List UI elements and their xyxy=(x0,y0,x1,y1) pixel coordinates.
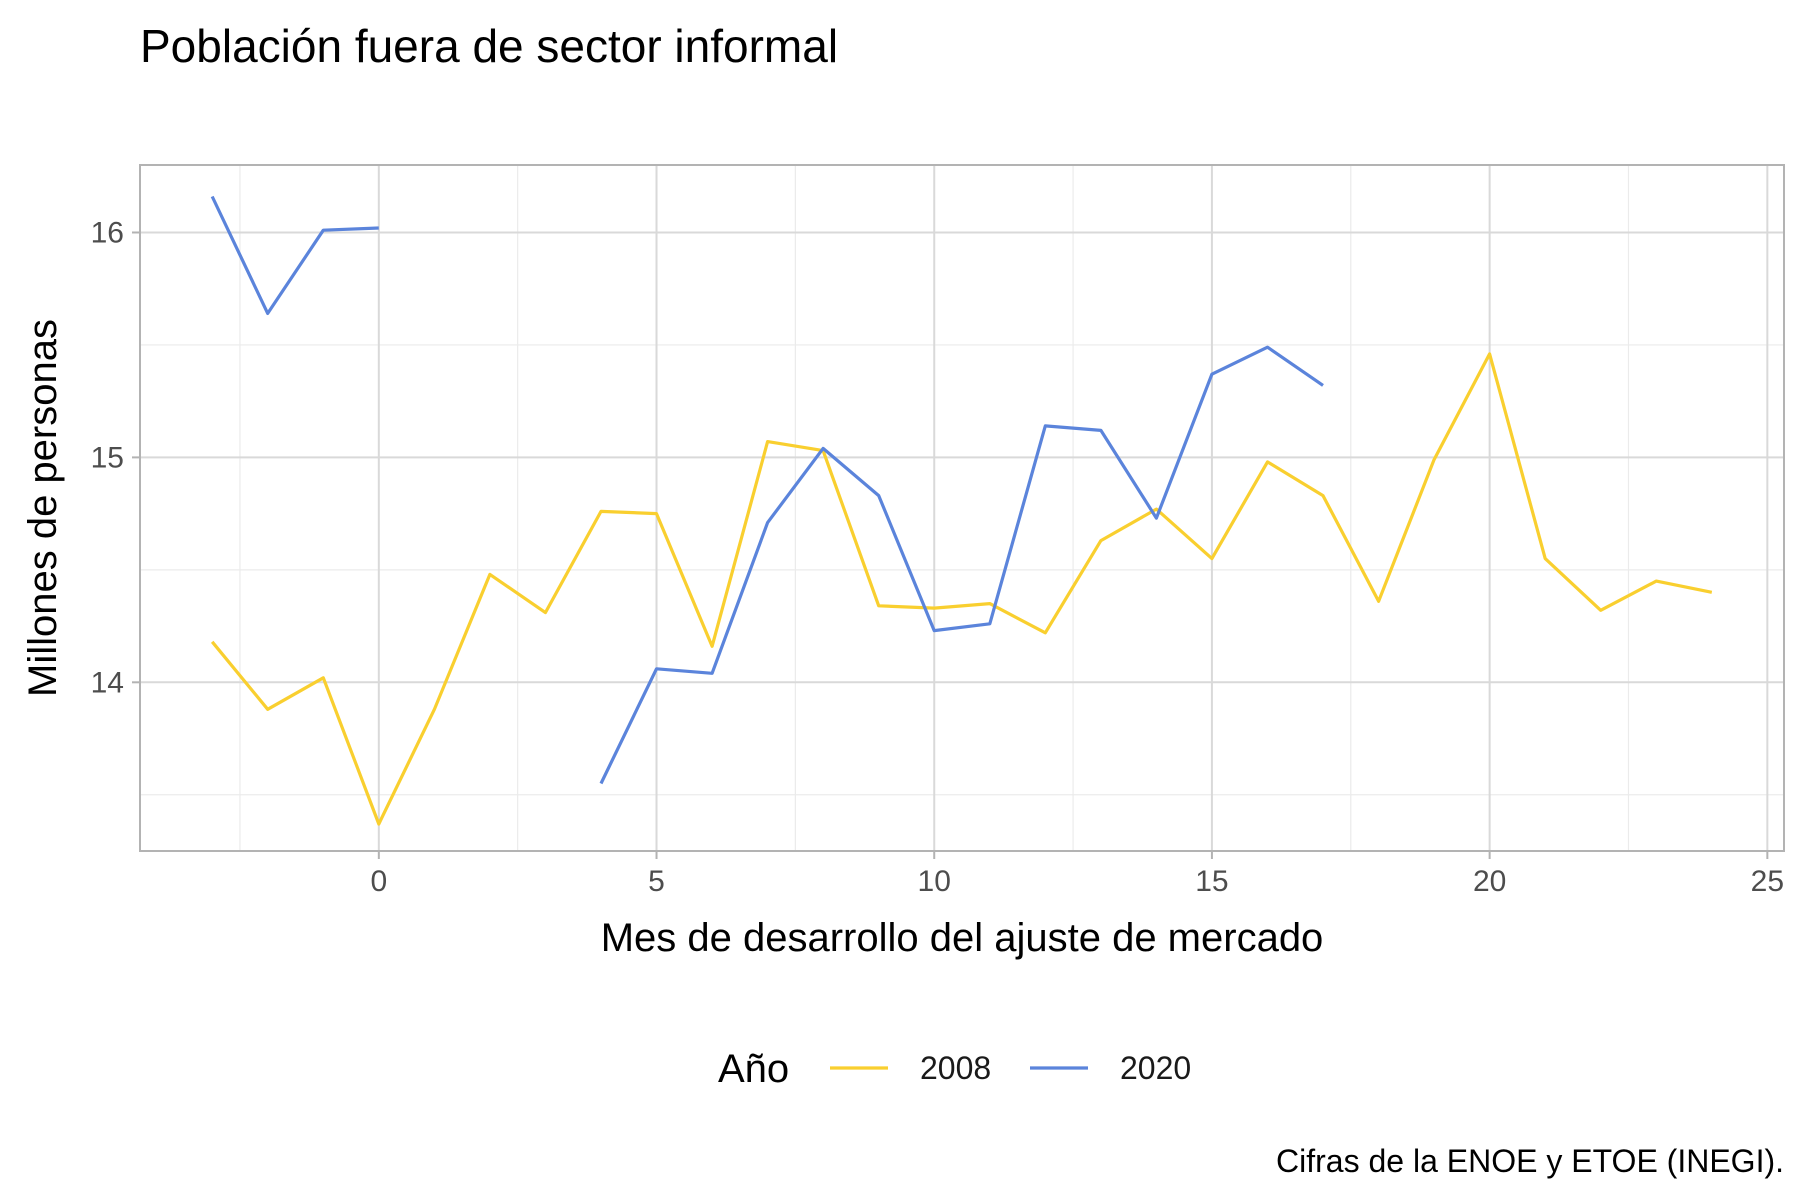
legend-label-2008: 2008 xyxy=(920,1050,991,1086)
x-axis: 0 5 10 15 20 25 xyxy=(370,851,1784,898)
legend-label-2020: 2020 xyxy=(1120,1050,1191,1086)
x-tick-label: 20 xyxy=(1473,865,1506,898)
x-tick-label: 0 xyxy=(370,865,387,898)
x-axis-title: Mes de desarrollo del ajuste de mercado xyxy=(601,916,1324,960)
chart-title: Población fuera de sector informal xyxy=(140,20,838,72)
y-axis-title: Millones de personas xyxy=(21,319,65,697)
x-tick-label: 5 xyxy=(648,865,665,898)
legend: Año 2008 2020 xyxy=(718,1047,1191,1091)
x-tick-label: 10 xyxy=(918,865,951,898)
x-tick-label: 25 xyxy=(1751,865,1784,898)
minor-gridlines xyxy=(140,165,1784,851)
y-tick-label: 15 xyxy=(91,441,124,474)
y-tick-label: 14 xyxy=(91,666,124,699)
legend-title: Año xyxy=(718,1047,789,1091)
x-tick-label: 15 xyxy=(1195,865,1228,898)
chart-caption: Cifras de la ENOE y ETOE (INEGI). xyxy=(1276,1143,1784,1179)
series-lines xyxy=(210,195,1713,826)
y-tick-label: 16 xyxy=(91,216,124,249)
major-gridlines xyxy=(140,165,1784,851)
y-axis: 14 15 16 xyxy=(91,216,140,699)
plot-panel-border xyxy=(139,164,1785,852)
series-line-2020-segment-1 xyxy=(210,195,379,315)
legend-items: 2008 2020 xyxy=(830,1050,1191,1086)
series-line-2020-segment-2 xyxy=(599,345,1324,785)
series-line-2008-segment-1 xyxy=(210,352,1713,826)
